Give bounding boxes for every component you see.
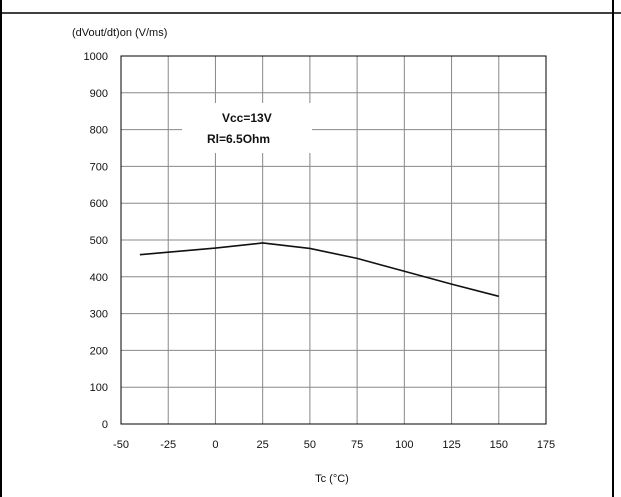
series-line xyxy=(139,242,499,298)
y-tick-label: 800 xyxy=(90,125,108,137)
y-tick-label: 600 xyxy=(90,198,108,210)
y-tick-label: 500 xyxy=(90,235,108,247)
x-tick-label: 100 xyxy=(395,439,413,451)
y-tick-labels: 0 100 200 300 400 500 600 700 800 900 1000 xyxy=(84,51,108,431)
annotation-rl: Rl=6.5Ohm xyxy=(207,132,270,146)
plot-border xyxy=(120,55,547,425)
x-tick-label: 50 xyxy=(304,439,316,451)
x-axis-label: Tc (°C) xyxy=(315,473,349,485)
y-tick-label: 100 xyxy=(90,382,108,394)
annotation-vcc: Vcc=13V xyxy=(222,111,272,125)
annotation-box xyxy=(182,103,312,153)
x-tick-label: 75 xyxy=(351,439,363,451)
y-tick-label: 300 xyxy=(90,309,108,321)
x-tick-label: -50 xyxy=(113,439,129,451)
y-tick-label: 400 xyxy=(90,272,108,284)
y-tick-label: 1000 xyxy=(84,51,108,63)
y-tick-label: 700 xyxy=(90,161,108,173)
y-tick-label: 200 xyxy=(90,345,108,357)
y-axis-label: (dVout/dt)on (V/ms) xyxy=(72,27,167,39)
x-tick-label: 25 xyxy=(257,439,269,451)
y-tick-label: 0 xyxy=(102,419,108,431)
x-tick-label: 125 xyxy=(442,439,460,451)
x-tick-label: 175 xyxy=(537,439,555,451)
y-tick-label: 900 xyxy=(90,88,108,100)
series-group xyxy=(139,242,499,298)
x-tick-label: 150 xyxy=(490,439,508,451)
plot-area xyxy=(120,55,547,425)
x-tick-labels: -50 -25 0 25 50 75 100 125 150 175 xyxy=(113,439,555,451)
x-tick-label: 0 xyxy=(212,439,218,451)
x-tick-label: -25 xyxy=(160,439,176,451)
